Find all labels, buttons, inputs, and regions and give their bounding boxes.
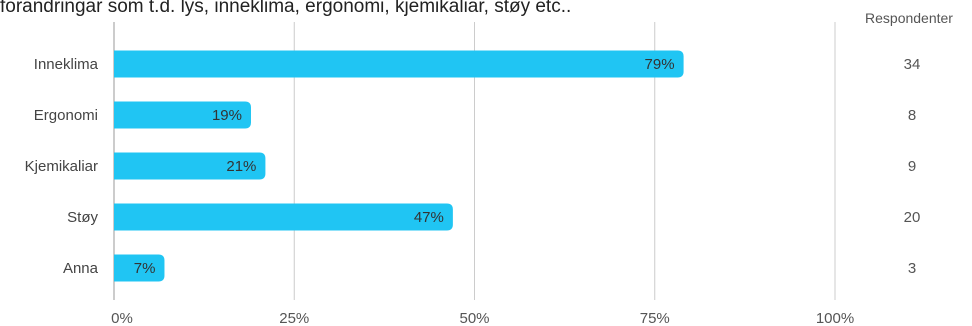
bar-støy xyxy=(114,203,453,231)
category-label: Støy xyxy=(67,209,98,226)
bar-kjemikaliar xyxy=(114,152,266,180)
respondent-count: 3 xyxy=(908,260,916,277)
respondent-count: 20 xyxy=(904,209,921,226)
respondents-header: Respondenter xyxy=(865,10,953,26)
bar-anna xyxy=(114,254,165,282)
category-label: Ergonomi xyxy=(34,107,98,124)
respondent-count: 8 xyxy=(908,107,916,124)
bar-value-label: 19% xyxy=(212,107,242,124)
category-label: Kjemikaliar xyxy=(25,158,98,175)
x-tick-label: 0% xyxy=(111,310,133,326)
bar-inneklima xyxy=(114,50,684,78)
bar-value-label: 79% xyxy=(645,56,675,73)
bar-ergonomi xyxy=(114,101,251,129)
bar-value-label: 47% xyxy=(414,209,444,226)
bar-value-label: 7% xyxy=(134,260,156,277)
bar-layer xyxy=(114,50,684,282)
bar-value-label: 21% xyxy=(226,158,256,175)
respondent-count: 9 xyxy=(908,158,916,175)
x-tick-label: 75% xyxy=(640,310,670,326)
category-label: Anna xyxy=(63,260,99,277)
respondent-count: 34 xyxy=(904,56,921,73)
label-layer: 0% 25% 50% 75% 100% 79% Inneklima 34 19% Ergonomi… xyxy=(25,56,921,326)
x-tick-label: 25% xyxy=(279,310,309,326)
x-tick-label: 100% xyxy=(816,310,854,326)
x-tick-label: 50% xyxy=(459,310,489,326)
category-label: Inneklima xyxy=(34,56,99,73)
question-title: forandringar som t.d. lys, inneklima, er… xyxy=(0,0,572,17)
